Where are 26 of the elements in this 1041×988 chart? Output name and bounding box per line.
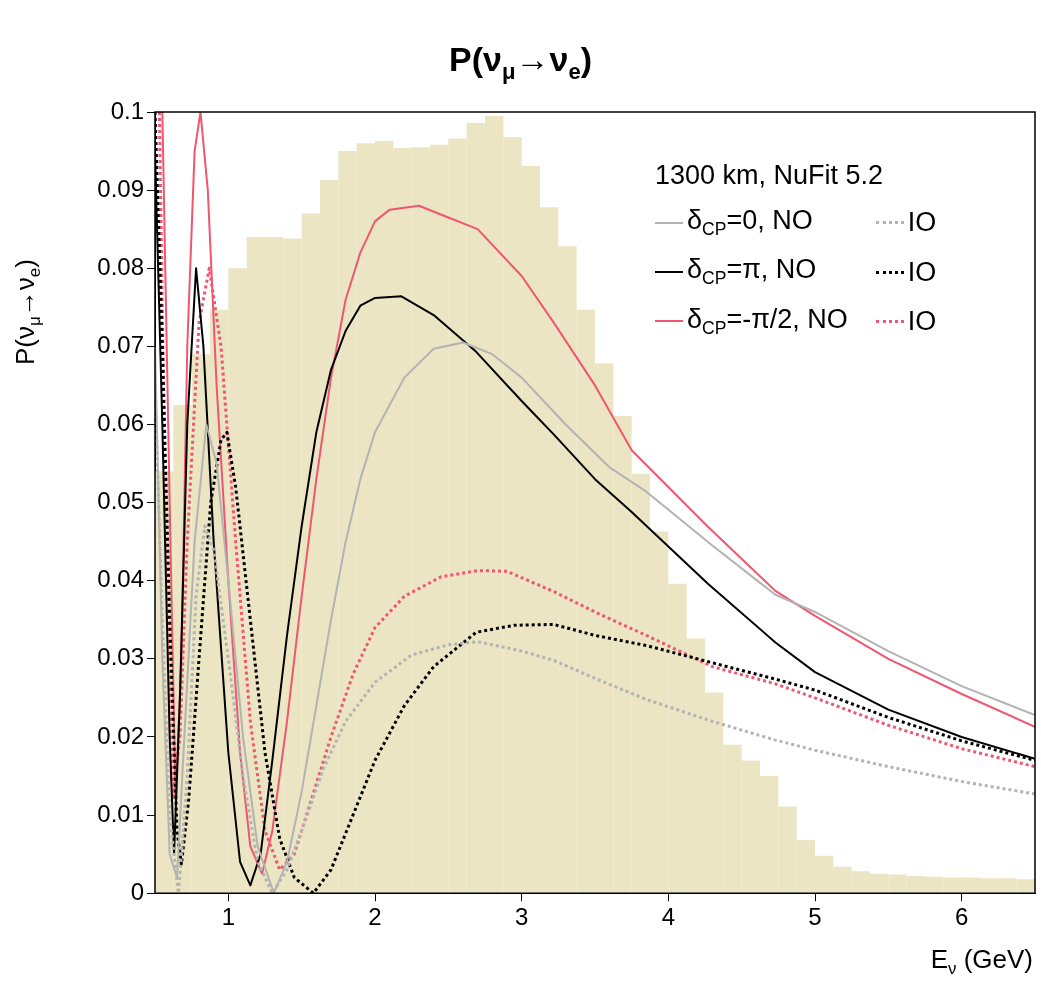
legend-label: δ$_{CP}$=-π/2, NO [687,303,848,340]
chart-title: P(ν$_{μ}$→ν$_{e}$) [448,40,593,85]
x-tick-label: 6 [954,903,969,931]
y-tick-label: 0.03 [97,643,144,671]
y-tick-label: 0.08 [97,252,144,280]
x-tick-label: 3 [514,903,529,931]
legend-title: 1300 km, NuFit 5.2 [655,160,885,191]
x-axis-title: E$_{ν}$ (GeV) [930,944,1033,980]
legend-label: IO [907,207,937,239]
legend-label: δ$_{CP}$=0, NO [687,205,813,241]
legend-label: IO [907,256,937,288]
x-tick-label: 5 [808,903,822,931]
y-tick-label: 0.04 [97,565,144,593]
legend-label: δ$_{CP}$=π, NO [687,254,817,290]
y-tick-label: 0.05 [97,487,144,515]
y-tick-label: 0.06 [97,409,144,437]
x-tick-label: 1 [221,903,236,931]
y-tick-label: 0.07 [97,330,144,358]
y-tick-label: 0 [130,877,144,905]
x-tick-label: 2 [368,903,382,931]
x-tick-label: 4 [661,903,676,931]
y-tick-label: 0.1 [110,96,144,124]
legend-label: IO [907,305,937,337]
y-tick-label: 0.09 [97,174,144,202]
y-tick-label: 0.02 [97,721,144,749]
y-tick-label: 0.01 [97,799,144,827]
